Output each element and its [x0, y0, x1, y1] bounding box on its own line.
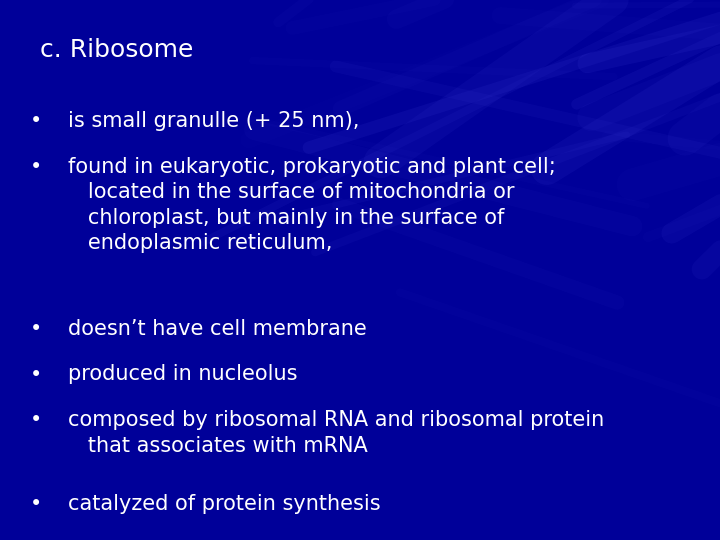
- Text: is small granulle (+ 25 nm),: is small granulle (+ 25 nm),: [68, 111, 360, 131]
- Text: •: •: [30, 111, 42, 131]
- Text: doesn’t have cell membrane: doesn’t have cell membrane: [68, 319, 367, 339]
- Text: •: •: [30, 494, 42, 514]
- Text: •: •: [30, 157, 42, 177]
- Text: c. Ribosome: c. Ribosome: [40, 38, 193, 62]
- Text: found in eukaryotic, prokaryotic and plant cell;
   located in the surface of mi: found in eukaryotic, prokaryotic and pla…: [68, 157, 556, 253]
- Text: •: •: [30, 319, 42, 339]
- Text: produced in nucleolus: produced in nucleolus: [68, 364, 298, 384]
- Text: •: •: [30, 410, 42, 430]
- Text: •: •: [30, 364, 42, 384]
- Text: composed by ribosomal RNA and ribosomal protein
   that associates with mRNA: composed by ribosomal RNA and ribosomal …: [68, 410, 605, 456]
- Text: catalyzed of protein synthesis: catalyzed of protein synthesis: [68, 494, 381, 514]
